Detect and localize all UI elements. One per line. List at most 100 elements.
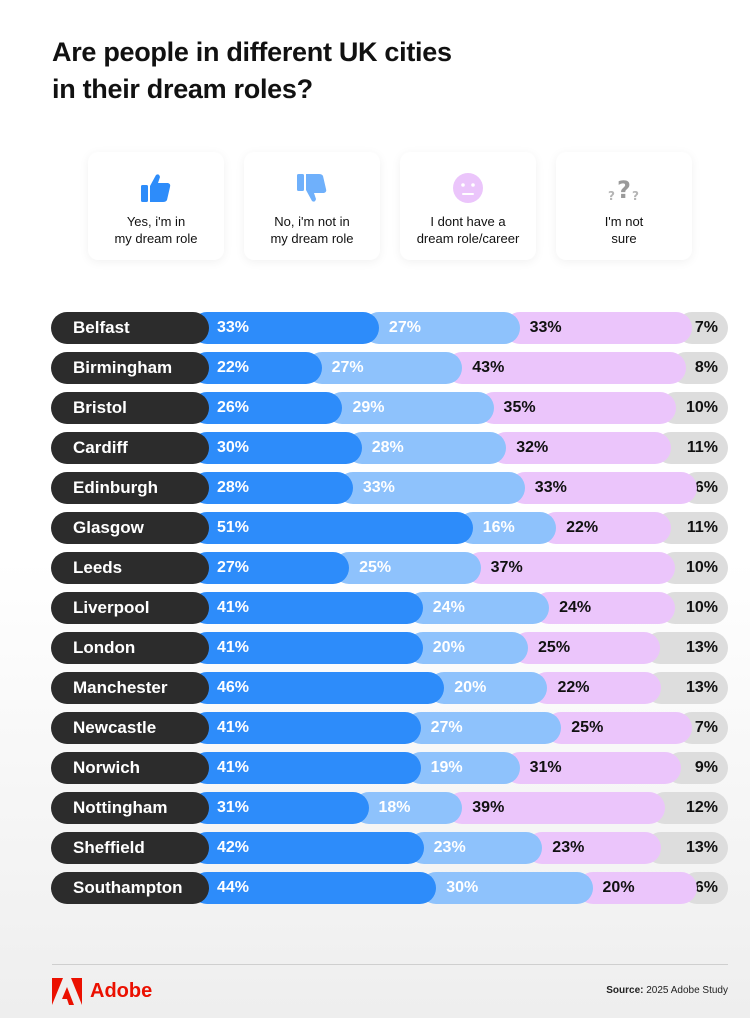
bar-no: 28% — [345, 432, 507, 464]
bar-value-label: 7% — [694, 719, 718, 736]
bar-no-role: 24% — [533, 592, 676, 624]
legend-card-not-sure: ? ? ? I'm not sure — [556, 152, 692, 260]
chart-row-leeds: 10% 37% 25% 27% Leeds — [51, 552, 728, 584]
svg-text:?: ? — [632, 189, 639, 203]
bar-yes: 31% — [191, 792, 369, 824]
bar-no: 20% — [428, 672, 548, 704]
question-marks-icon: ? ? ? — [608, 176, 639, 204]
city-label: Birmingham — [51, 352, 209, 384]
chart-row-southampton: 6% 20% 30% 44% Southampton — [51, 872, 728, 904]
bar-value-label: 7% — [694, 319, 718, 336]
bar-value-label: 19% — [430, 759, 463, 776]
legend-yes-line-2: my dream role — [114, 231, 198, 246]
legend-not-sure-line-1: I'm not — [604, 214, 644, 229]
bar-value-label: 20% — [454, 679, 487, 696]
legend-no-role-line-2: dream role/career — [416, 231, 520, 246]
title-line-1: Are people in different UK cities — [52, 37, 452, 67]
city-label: London — [51, 632, 209, 664]
bar-value-label: 28% — [371, 439, 404, 456]
legend-no-line-2: my dream role — [270, 231, 354, 246]
bar-value-label: 23% — [433, 839, 466, 856]
bar-no: 16% — [456, 512, 557, 544]
bar-no-role: 39% — [446, 792, 666, 824]
bar-value-label: 22% — [217, 359, 250, 376]
thumbs-up-icon — [141, 174, 171, 202]
bar-value-label: 27% — [430, 719, 463, 736]
bar-value-label: 13% — [685, 679, 718, 696]
bar-no: 27% — [404, 712, 562, 744]
bar-no-role: 33% — [508, 472, 697, 504]
bar-value-label: 10% — [685, 399, 718, 416]
legend-no-role-line-1: I dont have a — [430, 214, 506, 229]
footer-divider — [52, 964, 728, 965]
bar-yes: 27% — [191, 552, 350, 584]
bar-no: 24% — [406, 592, 550, 624]
bar-no: 25% — [333, 552, 481, 584]
bar-value-label: 6% — [694, 879, 718, 896]
bar-no-role: 25% — [545, 712, 692, 744]
bar-value-label: 32% — [516, 439, 549, 456]
bar-yes: 33% — [191, 312, 379, 344]
bar-value-label: 42% — [217, 839, 250, 856]
legend-yes-line-1: Yes, i'm in — [126, 214, 186, 229]
chart-row-sheffield: 13% 23% 23% 42% Sheffield — [51, 832, 728, 864]
bar-value-label: 8% — [694, 359, 718, 376]
bar-value-label: 11% — [686, 519, 718, 536]
bar-no: 29% — [326, 392, 494, 424]
bar-value-label: 25% — [571, 719, 604, 736]
legend-not-sure-line-2: sure — [611, 231, 637, 246]
source-label: Source: — [606, 985, 644, 996]
bar-value-label: 6% — [694, 479, 718, 496]
bar-value-label: 12% — [685, 799, 718, 816]
chart-row-newcastle: 7% 25% 27% 41% Newcastle — [51, 712, 728, 744]
chart-row-norwich: 9% 31% 19% 41% Norwich — [51, 752, 728, 784]
city-label: Cardiff — [51, 432, 209, 464]
bar-value-label: 33% — [529, 319, 562, 336]
bar-value-label: 11% — [686, 439, 718, 456]
chart-row-london: 13% 25% 20% 41% London — [51, 632, 728, 664]
chart-row-manchester: 13% 22% 20% 46% Manchester — [51, 672, 728, 704]
bar-value-label: 27% — [331, 359, 364, 376]
brand-name: Adobe — [90, 980, 153, 1002]
bar-value-label: 9% — [694, 759, 718, 776]
legend-card-no-role: I dont have a dream role/career — [400, 152, 536, 260]
bar-yes: 46% — [191, 672, 445, 704]
chart-row-belfast: 7% 33% 27% 33% Belfast — [51, 312, 728, 344]
bar-value-label: 35% — [503, 399, 536, 416]
bar-no: 27% — [305, 352, 463, 384]
chart-row-nottingham: 12% 39% 18% 31% Nottingham — [51, 792, 728, 824]
bar-value-label: 13% — [685, 639, 718, 656]
bar-value-label: 28% — [217, 479, 250, 496]
page-title: Are people in different UK cities in the… — [52, 34, 652, 108]
bar-no-role: 22% — [540, 512, 671, 544]
bar-no-role: 20% — [576, 872, 697, 904]
bar-no: 33% — [336, 472, 525, 504]
neutral-face-icon — [453, 173, 483, 203]
bar-yes: 26% — [191, 392, 343, 424]
bar-value-label: 26% — [217, 399, 250, 416]
bar-no: 30% — [420, 872, 593, 904]
city-label: Southampton — [51, 872, 209, 904]
bar-value-label: 16% — [482, 519, 515, 536]
legend-card-no: No, i'm not in my dream role — [244, 152, 380, 260]
bar-value-label: 33% — [217, 319, 250, 336]
bar-no-role: 23% — [526, 832, 661, 864]
bar-no-role: 22% — [531, 672, 661, 704]
bar-value-label: 30% — [217, 439, 250, 456]
bar-value-label: 39% — [472, 799, 505, 816]
bar-no-role: 31% — [503, 752, 682, 784]
bar-value-label: 13% — [685, 839, 718, 856]
bar-no-role: 25% — [512, 632, 660, 664]
bar-value-label: 41% — [217, 599, 250, 616]
bar-value-label: 20% — [432, 639, 465, 656]
bar-yes: 51% — [191, 512, 473, 544]
bar-value-label: 30% — [446, 879, 479, 896]
bar-yes: 44% — [191, 872, 437, 904]
bar-yes: 41% — [191, 752, 421, 784]
city-label: Nottingham — [51, 792, 209, 824]
city-label: Bristol — [51, 392, 209, 424]
bar-value-label: 22% — [557, 679, 590, 696]
bar-no: 20% — [406, 632, 529, 664]
bar-value-label: 24% — [432, 599, 465, 616]
city-label: Leeds — [51, 552, 209, 584]
